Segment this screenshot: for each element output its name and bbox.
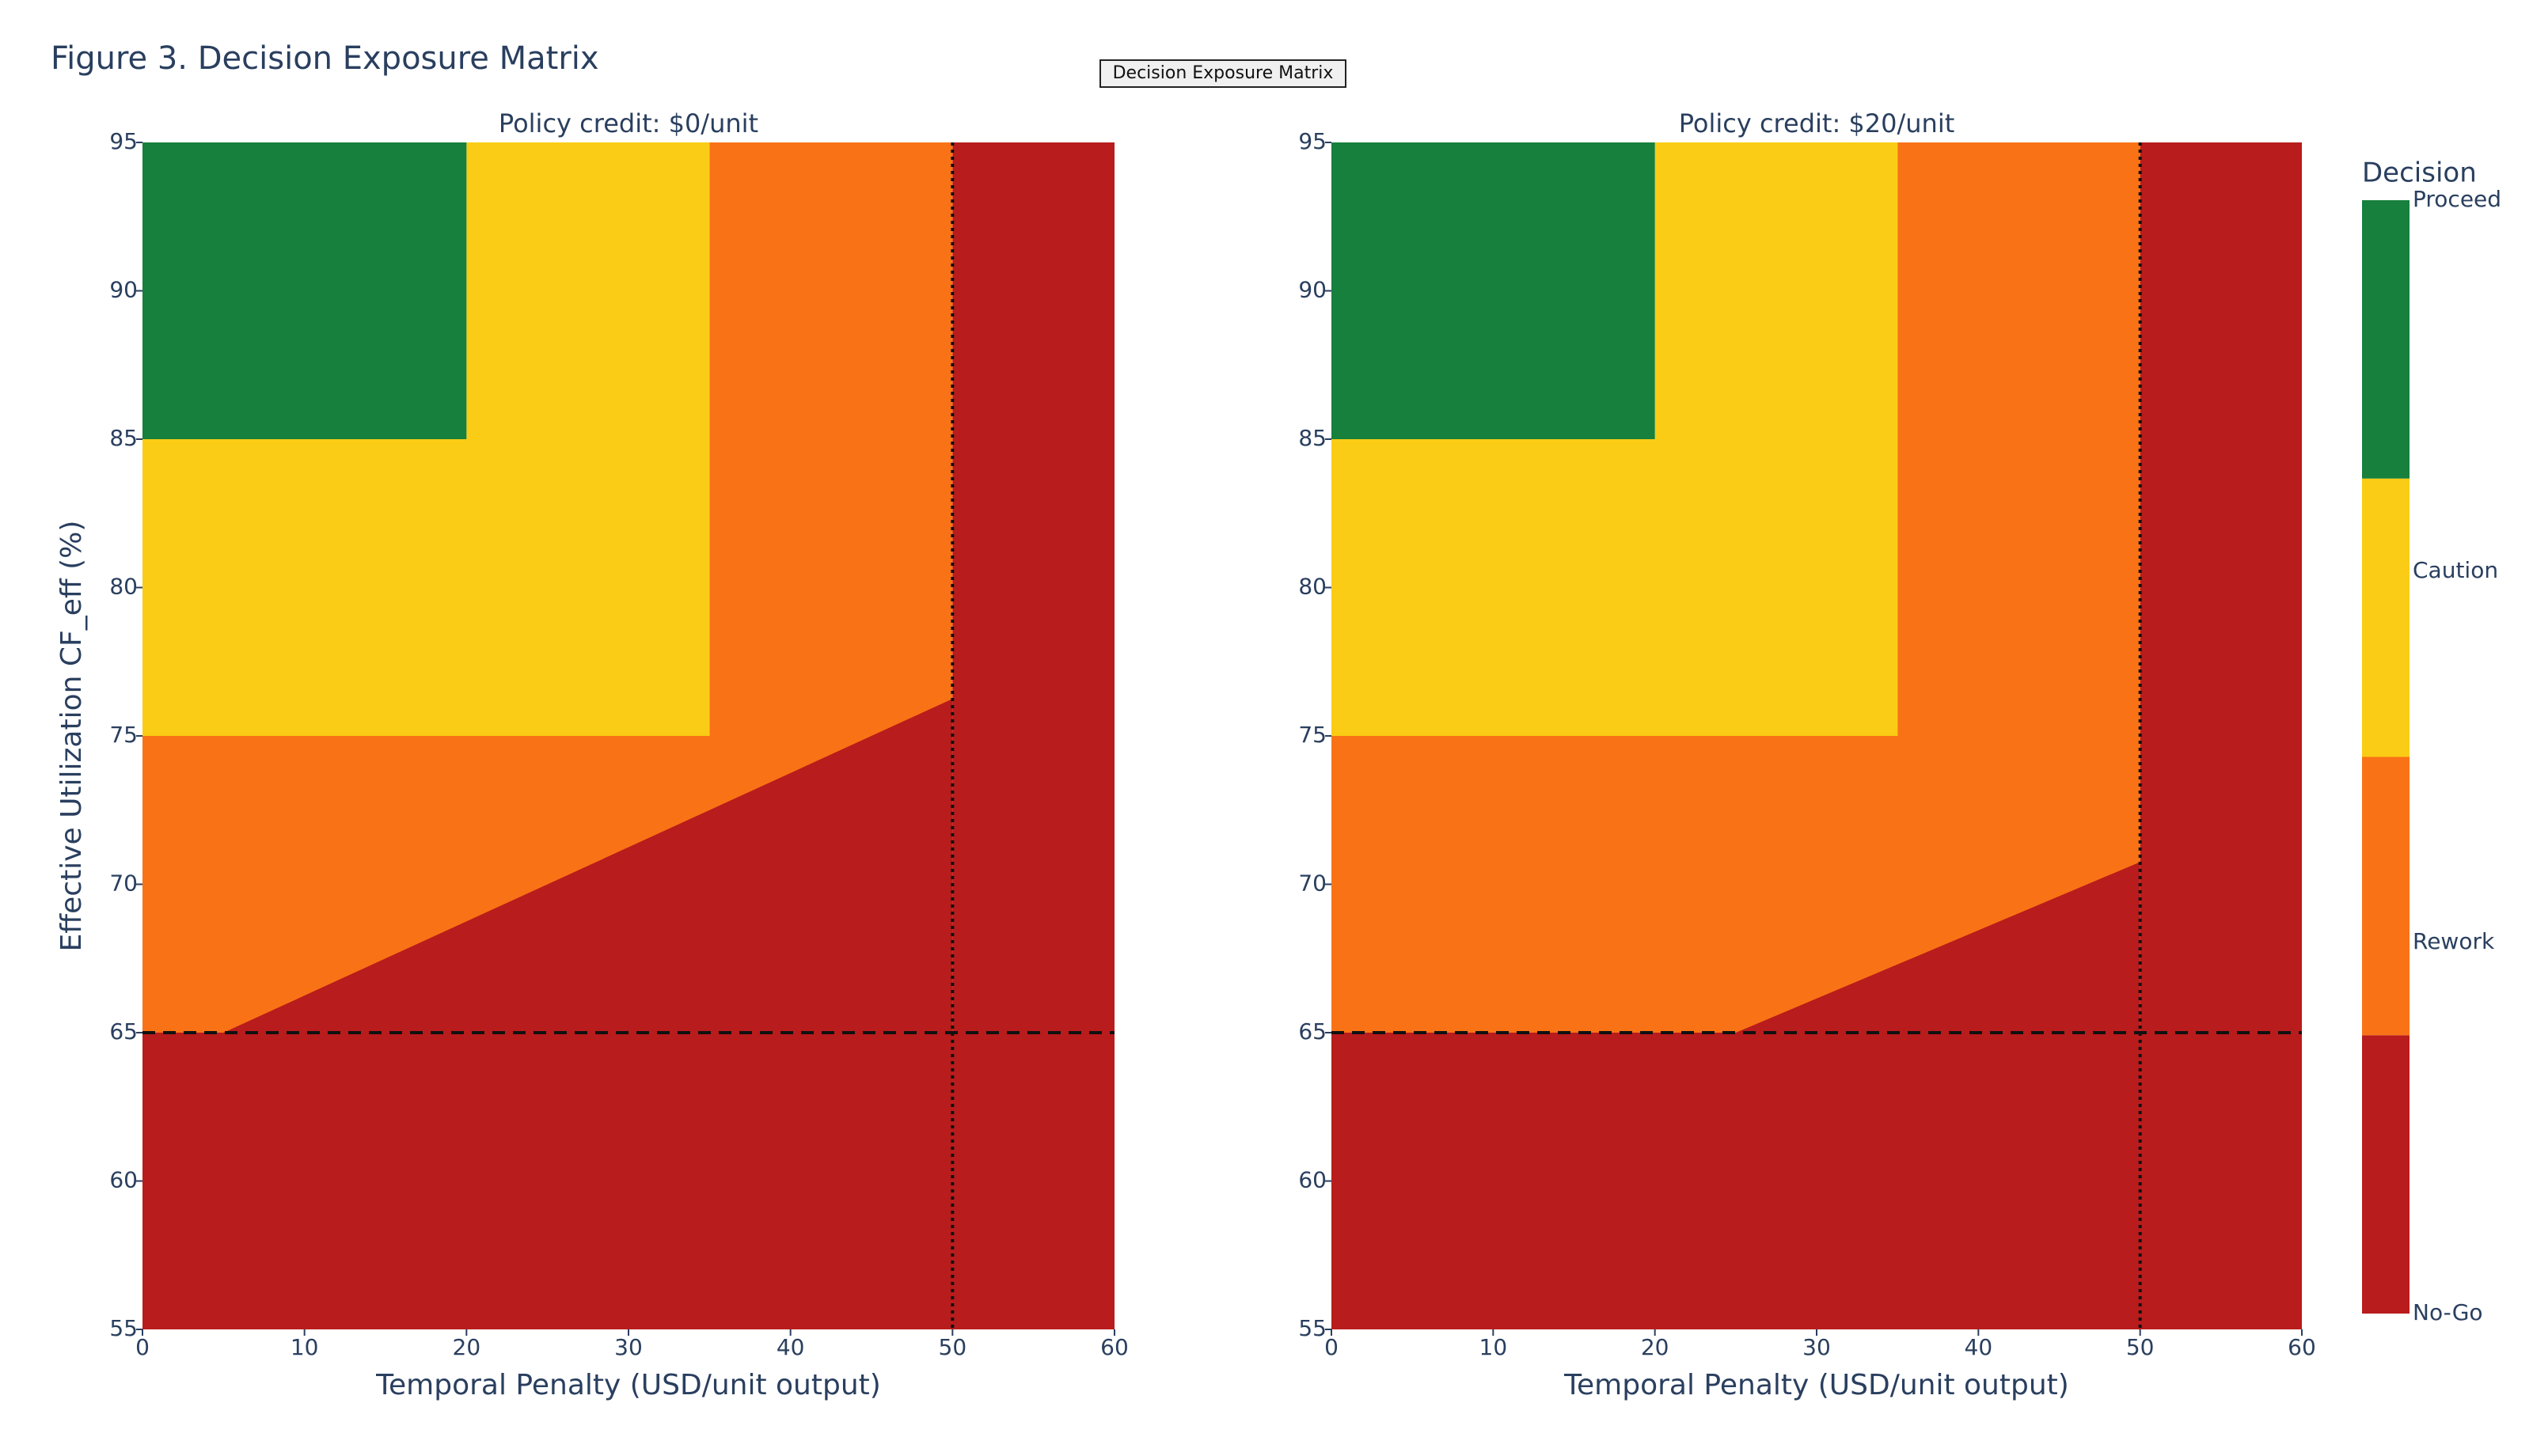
heat-cell xyxy=(1331,1033,2302,1329)
heat-cell xyxy=(2140,142,2302,1033)
x-tick-label: 60 xyxy=(2288,1334,2316,1360)
subplot-title: Policy credit: $20/unit xyxy=(1679,108,1955,138)
y-tick-label: 85 xyxy=(1298,425,1327,451)
annotation-box xyxy=(1099,59,1346,88)
y-tick-label: 70 xyxy=(1298,870,1327,897)
heat-cell xyxy=(709,142,953,736)
colorbar-label: Proceed xyxy=(2413,186,2501,212)
y-tick-label: 55 xyxy=(1298,1315,1327,1341)
colorbar-swatch xyxy=(2362,1035,2410,1314)
x-tick-label: 20 xyxy=(453,1334,481,1360)
heat-cell xyxy=(1897,142,2140,736)
boundary-area xyxy=(1735,862,2140,1033)
heat-cell xyxy=(1331,439,1898,736)
y-tick-label: 65 xyxy=(1298,1018,1327,1045)
colorbar-label: Caution xyxy=(2413,557,2498,583)
y-tick-label: 80 xyxy=(109,574,138,600)
x-tick-label: 40 xyxy=(777,1334,805,1360)
x-tick-label: 0 xyxy=(135,1334,150,1360)
heat-cell xyxy=(142,1033,1115,1329)
x-tick-label: 30 xyxy=(614,1334,643,1360)
colorbar-label: No-Go xyxy=(2413,1299,2483,1325)
y-tick-label: 60 xyxy=(1298,1167,1327,1193)
x-tick-label: 50 xyxy=(939,1334,967,1360)
annotation: Decision Exposure Matrix xyxy=(1113,63,1334,83)
x-tick-label: 0 xyxy=(1324,1334,1339,1360)
x-tick-label: 40 xyxy=(1965,1334,1993,1360)
x-tick-label: 60 xyxy=(1100,1334,1129,1360)
heat-cell xyxy=(466,142,710,439)
subplot-title: Policy credit: $0/unit xyxy=(499,108,758,138)
y-tick-label: 60 xyxy=(109,1167,138,1193)
heat-cell xyxy=(1331,142,1655,439)
y-tick-label: 75 xyxy=(109,722,138,748)
heat-cell xyxy=(142,142,467,439)
y-tick-label: 75 xyxy=(1298,722,1327,748)
x-tick-label: 10 xyxy=(291,1334,319,1360)
y-tick-label: 85 xyxy=(109,425,138,451)
x-tick-label: 50 xyxy=(2126,1334,2155,1360)
colorbar-title: Decision xyxy=(2362,157,2477,189)
y-tick-label: 95 xyxy=(1298,128,1327,154)
y-tick-label: 95 xyxy=(109,128,138,154)
y-tick-label: 70 xyxy=(109,870,138,897)
y-tick-label: 65 xyxy=(109,1018,138,1045)
colorbar-swatch xyxy=(2362,756,2410,1036)
heat-cell xyxy=(952,142,1115,1033)
x-tick-label: 30 xyxy=(1802,1334,1831,1360)
x-axis-label: Temporal Penalty (USD/unit output) xyxy=(375,1369,881,1401)
x-tick-label: 10 xyxy=(1479,1334,1508,1360)
heat-cell xyxy=(142,439,710,736)
colorbar-swatch xyxy=(2362,200,2410,479)
x-tick-label: 20 xyxy=(1641,1334,1669,1360)
boundary-area xyxy=(223,699,953,1033)
y-axis-label: Effective Utilization CF_eff (%) xyxy=(55,521,88,952)
y-tick-label: 90 xyxy=(1298,277,1327,303)
y-tick-label: 55 xyxy=(109,1315,138,1341)
x-axis-label: Temporal Penalty (USD/unit output) xyxy=(1563,1369,2069,1401)
heat-cell xyxy=(1654,142,1898,439)
y-tick-label: 90 xyxy=(109,277,138,303)
colorbar-label: Rework xyxy=(2413,928,2495,954)
y-tick-label: 80 xyxy=(1298,574,1327,600)
figure-title: Figure 3. Decision Exposure Matrix xyxy=(51,40,599,77)
colorbar-swatch xyxy=(2362,478,2410,757)
